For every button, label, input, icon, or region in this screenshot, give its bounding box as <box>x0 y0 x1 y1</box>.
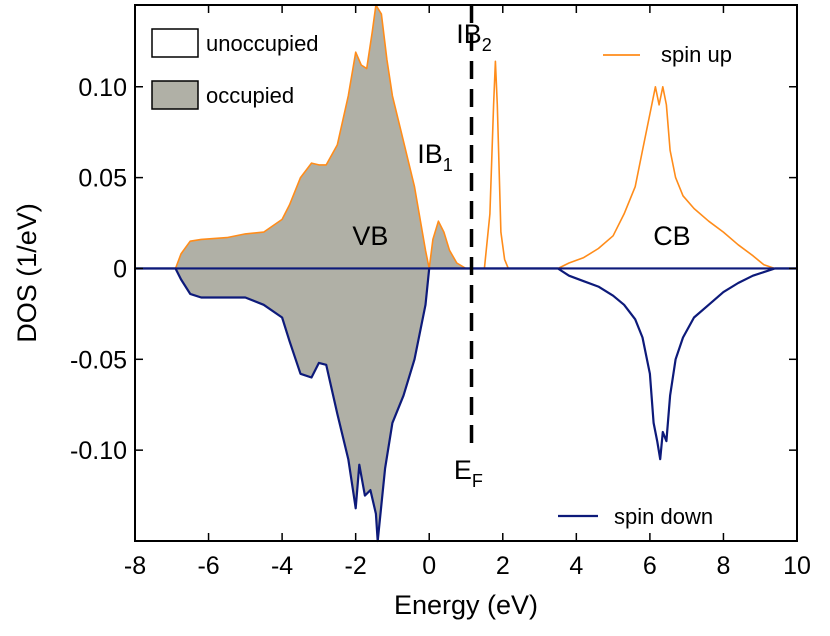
legend-spin-up-label: spin up <box>661 42 732 67</box>
x-tick-label: -4 <box>271 552 293 580</box>
x-tick-label: 0 <box>422 552 436 580</box>
annotation-fermi: EF <box>454 455 483 491</box>
x-axis-title: Energy (eV) <box>394 590 538 620</box>
annotation-ib2-main: IB <box>456 19 482 49</box>
x-tick-label: 8 <box>716 552 730 580</box>
annotation-ib1: IB1 <box>417 139 453 175</box>
legend-unoccupied-label: unoccupied <box>206 31 319 56</box>
x-tick-label: -2 <box>345 552 367 580</box>
annotation-ib1-sub: 1 <box>443 155 453 175</box>
annotation-ib2-sub: 2 <box>482 35 492 55</box>
x-tick-label: 2 <box>496 552 510 580</box>
plot-frame <box>134 4 798 542</box>
x-tick-label: 10 <box>783 552 811 580</box>
spin-down-line <box>135 267 797 543</box>
annotation-fermi-main: E <box>454 455 472 485</box>
x-tick-label: 4 <box>569 552 583 580</box>
x-tick-label: -6 <box>197 552 219 580</box>
legend-spin-down-label: spin down <box>614 504 713 529</box>
occupied-fill-layer <box>135 5 472 541</box>
y-tick-label: -0.05 <box>70 346 127 374</box>
legend-occupied-swatch <box>151 80 199 110</box>
annotation-ib1-main: IB <box>417 139 443 169</box>
annotation-cb: CB <box>653 221 691 251</box>
y-axis-title: DOS (1/eV) <box>12 203 42 343</box>
y-tick-label: -0.10 <box>70 437 127 465</box>
legend-unoccupied-swatch <box>151 28 199 58</box>
x-tick-label: 6 <box>643 552 657 580</box>
annotation-ib2: IB2 <box>456 19 492 55</box>
y-tick-label: 0.10 <box>78 74 127 102</box>
legend-occupied-label: occupied <box>206 83 294 108</box>
annotation-fermi-sub: F <box>472 471 483 491</box>
y-tick-label: 0.05 <box>78 165 127 193</box>
x-tick-label: -8 <box>124 552 146 580</box>
annotation-vb: VB <box>352 221 388 251</box>
axis-ticks: -8 -6 -4 -2 0 2 4 6 8 10 0.10 0.05 0 -0.05 -0.10 <box>70 5 811 580</box>
y-tick-label: 0 <box>113 255 127 283</box>
occupied-area <box>135 5 472 541</box>
